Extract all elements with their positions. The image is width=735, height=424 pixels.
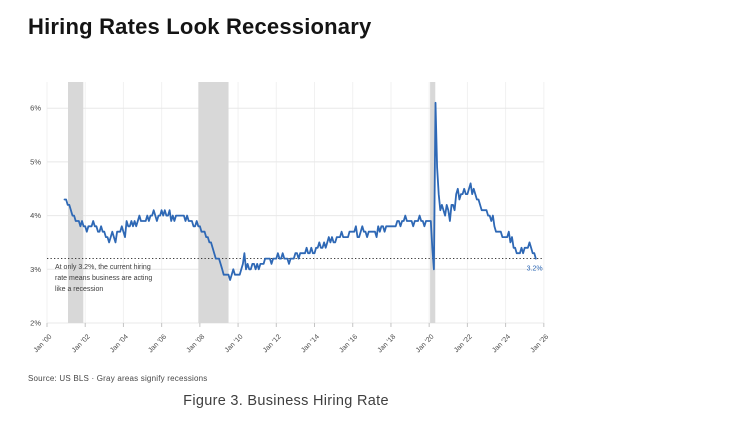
y-tick-label: 3%	[30, 265, 41, 274]
x-tick-label: Jan '20	[415, 333, 436, 354]
x-tick-label: Jan '00	[33, 333, 54, 354]
x-tick-label: Jan '02	[71, 333, 92, 354]
annotation-text: like a recession	[55, 286, 103, 293]
recession-band	[198, 82, 229, 323]
x-tick-label: Jan '10	[224, 333, 245, 354]
annotation-text: rate means business are acting	[55, 275, 152, 282]
x-tick-label: Jan '16	[338, 333, 359, 354]
hiring-rate-series-line	[63, 101, 537, 281]
source-note: Source: US BLS · Gray areas signify rece…	[28, 374, 208, 383]
x-tick-label: Jan '24	[491, 333, 512, 354]
current-value-label: 3.2%	[527, 266, 543, 273]
x-tick-label: Jan '22	[453, 333, 474, 354]
y-tick-label: 5%	[30, 157, 41, 166]
figure-caption: Figure 3. Business Hiring Rate	[183, 393, 389, 409]
recession-band	[68, 82, 84, 323]
x-tick-label: Jan '04	[109, 333, 130, 354]
y-tick-label: 6%	[30, 104, 41, 113]
annotation-text: At only 3.2%, the current hiring	[55, 264, 151, 271]
recession-band	[430, 82, 436, 323]
y-tick-label: 2%	[30, 319, 41, 328]
x-tick-label: Jan '08	[186, 333, 207, 354]
x-tick-label: Jan '14	[300, 333, 321, 354]
x-tick-label: Jan '12	[262, 333, 283, 354]
x-tick-label: Jan '26	[529, 333, 550, 354]
x-tick-label: Jan '18	[377, 333, 398, 354]
page-title: Hiring Rates Look Recessionary	[28, 14, 372, 39]
y-tick-label: 4%	[30, 211, 41, 220]
hiring-rate-chart: 2% 3% 4% 5% 6% Jan '00 Jan '02 Jan '04 Jan '06 Ja…	[30, 82, 550, 354]
x-tick-label: Jan '06	[147, 333, 168, 354]
